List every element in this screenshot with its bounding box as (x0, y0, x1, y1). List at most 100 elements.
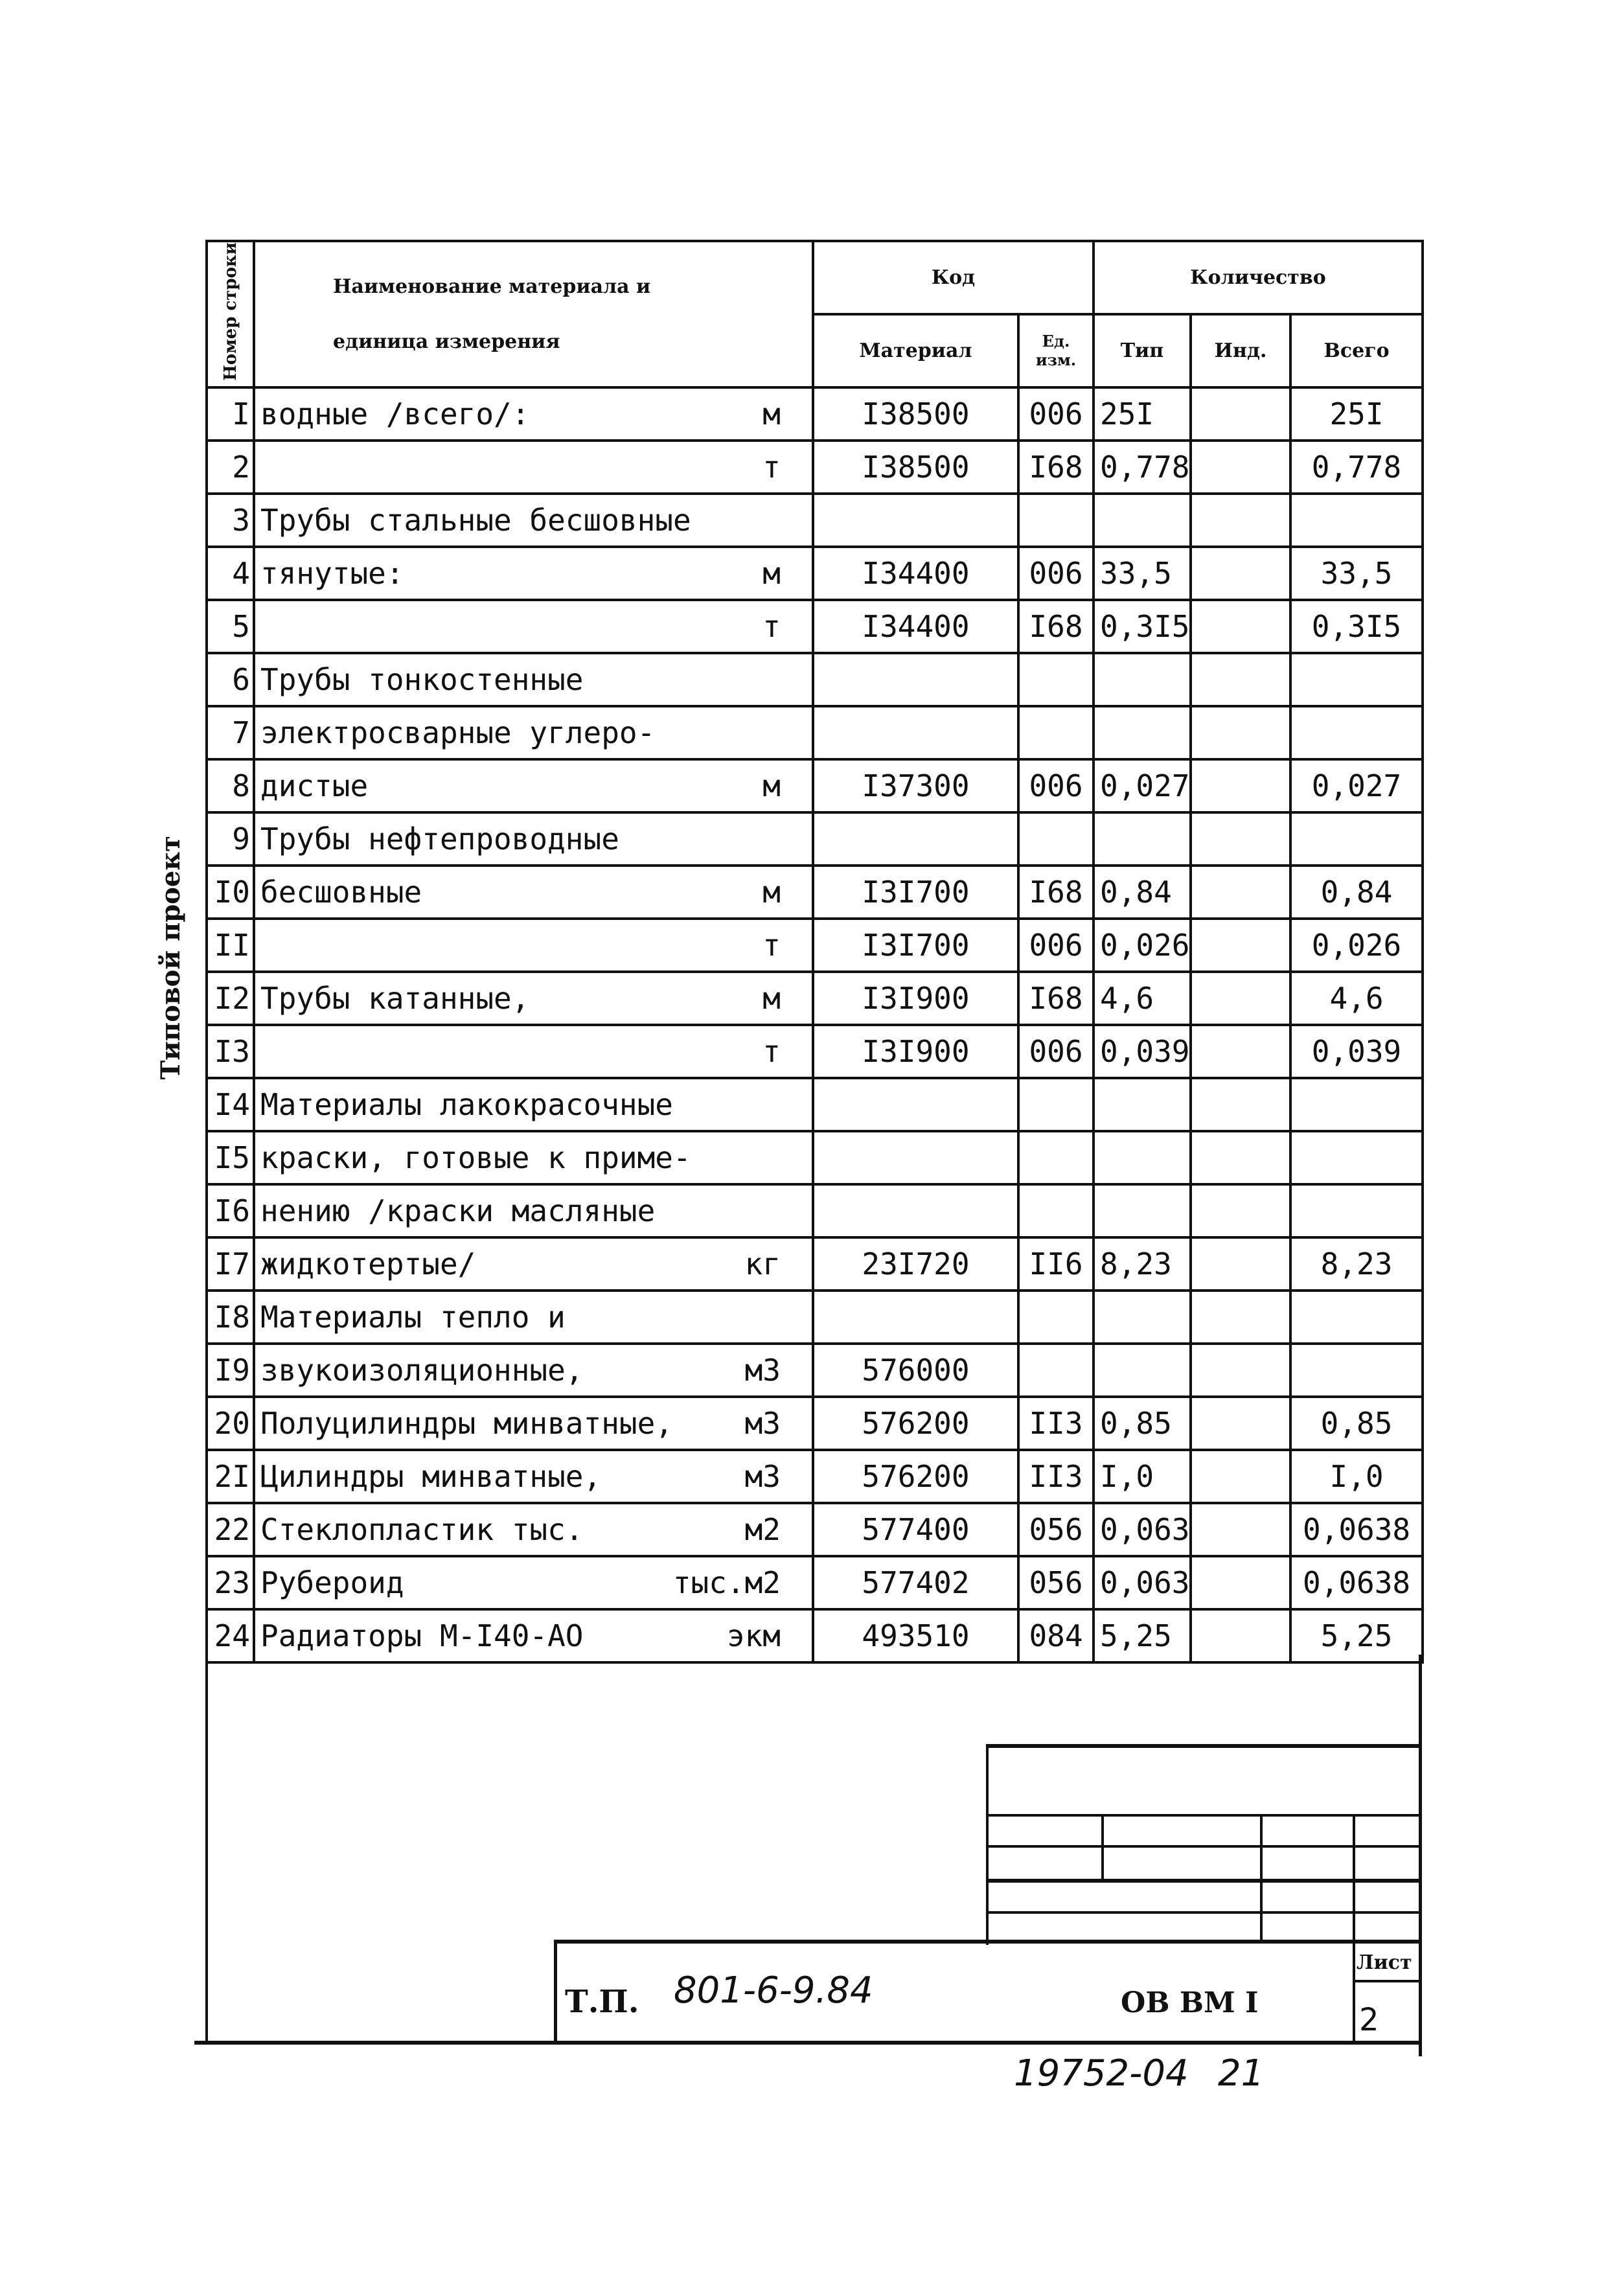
material-name: Материалы тепло и (253, 1289, 814, 1345)
row-number: 2I (205, 1448, 255, 1504)
material-name: водные /всего/: м (253, 385, 814, 442)
table-row: 20 Полуцилиндры минватные, м3 576200 II3 0,85… (205, 1395, 1425, 1451)
qty-typ: 0,039 (1092, 1023, 1193, 1079)
stamp-line (986, 1879, 1422, 1883)
material-code: 576200 (812, 1395, 1020, 1451)
row-number: II (205, 917, 255, 973)
page-number: 21 (1218, 2052, 1265, 2095)
table-row: I9 звукоизоляционные, м3 576000 (205, 1342, 1425, 1398)
name-text: нению /краски масляные (260, 1193, 656, 1228)
unit-code: I68 (1016, 864, 1095, 920)
material-code: I3I900 (812, 1023, 1020, 1079)
qty-ind (1189, 810, 1292, 867)
qty-total (1289, 1342, 1425, 1398)
qty-typ: 33,5 (1092, 545, 1193, 601)
table-row: I5 краски, готовые к приме- (205, 1129, 1425, 1186)
frame-bottom (194, 2041, 1422, 2045)
qty-ind (1189, 1554, 1292, 1611)
material-name: Трубы нефтепроводные (253, 810, 814, 867)
name-text: Трубы стальные бесшовные (260, 502, 691, 538)
qty-typ: 0,026 (1092, 917, 1193, 973)
header-ind: Инд. (1189, 312, 1292, 389)
qty-total: 0,3I5 (1289, 598, 1425, 654)
unit-text: м3 (744, 1352, 781, 1388)
name-text: дистые (260, 768, 369, 803)
unit-code (1016, 1182, 1095, 1239)
unit-code: I68 (1016, 970, 1095, 1026)
qty-typ (1092, 1182, 1193, 1239)
material-code: I38500 (812, 439, 1020, 495)
qty-ind (1189, 651, 1292, 707)
row-number: I5 (205, 1129, 255, 1186)
unit-text: м (762, 555, 781, 591)
material-name: т (253, 1023, 814, 1079)
qty-typ: 5,25 (1092, 1607, 1193, 1664)
row-number: 22 (205, 1501, 255, 1557)
project-number: 801-6-9.84 (674, 1969, 873, 2012)
row-number: I4 (205, 1076, 255, 1132)
unit-text: м (762, 396, 781, 431)
name-text: Цилиндры минватные, (260, 1458, 602, 1494)
stamp-left (986, 1744, 989, 1945)
qty-ind (1189, 1342, 1292, 1398)
table-row: 7 электросварные углеро- (205, 704, 1425, 761)
qty-typ (1092, 1342, 1193, 1398)
table-row: 9 Трубы нефтепроводные (205, 810, 1425, 867)
row-number: 6 (205, 651, 255, 707)
unit-text: т (762, 1033, 781, 1069)
unit-text: м (762, 980, 781, 1016)
name-text: Трубы нефтепроводные (260, 821, 619, 856)
unit-code: 056 (1016, 1554, 1095, 1611)
qty-total: 0,026 (1289, 917, 1425, 973)
qty-ind (1189, 1182, 1292, 1239)
material-name: Материалы лакокрасочные (253, 1076, 814, 1132)
unit-code: 006 (1016, 917, 1095, 973)
row-number: 2 (205, 439, 255, 495)
stamp-line (1353, 1814, 1355, 2041)
material-name: т (253, 598, 814, 654)
row-number: 8 (205, 757, 255, 814)
material-name: электросварные углеро- (253, 704, 814, 761)
material-code (812, 1076, 1020, 1132)
qty-typ: 0,84 (1092, 864, 1193, 920)
qty-ind (1189, 1076, 1292, 1132)
header-material: Материал (812, 312, 1020, 389)
name-text: Материалы тепло и (260, 1299, 566, 1335)
qty-ind (1189, 598, 1292, 654)
name-text: Трубы катанные, (260, 980, 530, 1016)
unit-code (1016, 1289, 1095, 1345)
table-row: I8 Материалы тепло и (205, 1289, 1425, 1345)
material-name: Трубы стальные бесшовные (253, 492, 814, 548)
unit-text: тыс.м2 (672, 1565, 781, 1600)
unit-code (1016, 1076, 1095, 1132)
table-row: I3 т I3I900 006 0,039 0,039 (205, 1023, 1425, 1079)
stamp-line (1101, 1814, 1104, 1879)
qty-total: 0,0638 (1289, 1554, 1425, 1611)
material-name: звукоизоляционные, м3 (253, 1342, 814, 1398)
unit-text: м3 (744, 1458, 781, 1494)
qty-ind (1189, 917, 1292, 973)
table-row: 8 дистые м I37300 006 0,027 0,027 (205, 757, 1425, 814)
unit-code: 006 (1016, 385, 1095, 442)
material-code: 576000 (812, 1342, 1020, 1398)
unit-code (1016, 651, 1095, 707)
qty-total: 0,85 (1289, 1395, 1425, 1451)
header-row-no: Номер строки (205, 240, 255, 389)
qty-typ: 4,6 (1092, 970, 1193, 1026)
qty-total: 0,027 (1289, 757, 1425, 814)
row-number: 24 (205, 1607, 255, 1664)
side-text: Типовой проект (155, 836, 186, 1080)
qty-ind (1189, 757, 1292, 814)
material-code (812, 704, 1020, 761)
qty-typ (1092, 1289, 1193, 1345)
unit-code: II3 (1016, 1448, 1095, 1504)
unit-text: экм (726, 1618, 781, 1653)
unit-code: 006 (1016, 757, 1095, 814)
material-name: дистые м (253, 757, 814, 814)
materials-table: Номер строки Наименование материала и еди… (205, 240, 1425, 1664)
row-number: I2 (205, 970, 255, 1026)
row-number: 9 (205, 810, 255, 867)
sheet-divider (1353, 1980, 1422, 1982)
qty-ind (1189, 1448, 1292, 1504)
